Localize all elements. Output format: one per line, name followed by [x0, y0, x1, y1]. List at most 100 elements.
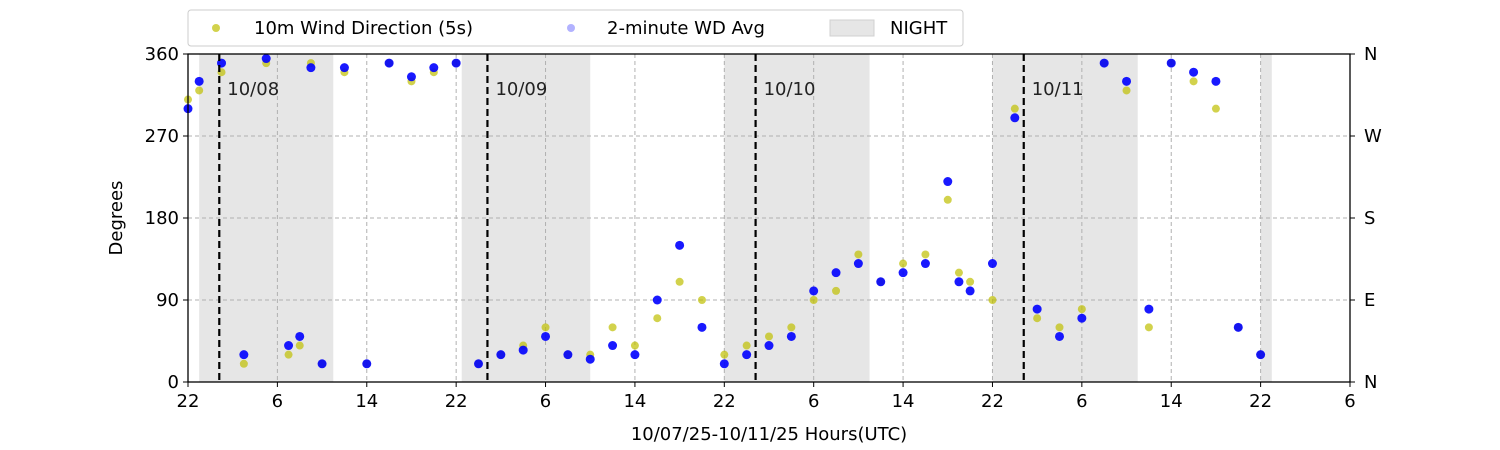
- legend-label-night: NIGHT: [890, 18, 948, 39]
- data-point: [474, 359, 483, 369]
- day-marker-label: 10/10: [764, 79, 816, 100]
- legend: 10m Wind Direction (5s) 2-minute WD Avg …: [187, 9, 964, 47]
- right-axis-ticks: N E S W N: [1350, 44, 1382, 393]
- data-point: [1077, 305, 1086, 314]
- data-point: [809, 286, 819, 296]
- data-point: [1189, 77, 1198, 86]
- x-tick-label: 22: [1249, 391, 1272, 412]
- x-tick-label: 14: [892, 391, 915, 412]
- y-tick-label: 90: [156, 290, 179, 311]
- y-axis-title: Degrees: [106, 181, 127, 256]
- data-point: [719, 359, 729, 369]
- data-point: [675, 277, 684, 286]
- data-point: [1033, 314, 1042, 323]
- x-axis-title: 10/07/25-10/11/25 Hours(UTC): [631, 424, 907, 445]
- legend-marker-avg: [567, 24, 575, 32]
- data-point: [496, 350, 506, 360]
- data-point: [1055, 323, 1064, 332]
- data-point: [787, 323, 796, 332]
- data-point: [1144, 304, 1154, 314]
- data-point: [1189, 67, 1199, 77]
- data-point: [585, 354, 595, 364]
- data-point: [832, 286, 841, 295]
- right-tick-label: N: [1364, 372, 1377, 393]
- data-point: [194, 76, 204, 86]
- data-point: [720, 350, 729, 359]
- data-point: [943, 195, 952, 204]
- data-point: [239, 350, 249, 360]
- data-point: [1122, 76, 1132, 86]
- x-tick-label: 6: [808, 391, 819, 412]
- data-point: [608, 323, 617, 332]
- right-tick-label: W: [1364, 126, 1382, 147]
- x-tick-label: 22: [713, 391, 736, 412]
- data-point: [1233, 322, 1243, 332]
- data-point: [1211, 104, 1220, 113]
- data-point: [563, 350, 573, 360]
- data-point: [1144, 323, 1153, 332]
- data-point: [406, 72, 416, 82]
- data-point: [1055, 331, 1064, 341]
- data-point: [652, 295, 662, 305]
- x-tick-label: 14: [355, 391, 378, 412]
- y-tick-label: 360: [145, 44, 179, 65]
- x-tick-label: 14: [1160, 391, 1183, 412]
- data-point: [954, 277, 964, 287]
- data-point: [384, 58, 394, 68]
- data-point: [541, 331, 551, 341]
- data-point: [261, 54, 271, 64]
- data-point: [965, 286, 975, 296]
- right-tick-label: E: [1364, 290, 1375, 311]
- data-point: [854, 250, 863, 259]
- data-point: [987, 259, 997, 269]
- data-point: [284, 341, 294, 351]
- legend-patch-night: [829, 19, 875, 37]
- y-tick-label: 0: [168, 372, 179, 393]
- data-point: [284, 350, 293, 359]
- data-point: [653, 314, 662, 323]
- data-point: [339, 63, 349, 73]
- data-point: [317, 359, 327, 369]
- legend-marker-wd: [212, 24, 220, 32]
- day-marker-label: 10/09: [495, 79, 547, 100]
- data-point: [541, 323, 550, 332]
- grid-lines: [188, 54, 1350, 382]
- data-point: [608, 341, 618, 351]
- y-tick-label: 180: [145, 208, 179, 229]
- right-tick-label: N: [1364, 44, 1377, 65]
- x-axis-ticks: 22 6 14 22 6 14 22 6 14 22 6 14 22 6: [177, 382, 1356, 412]
- data-point: [988, 296, 997, 304]
- x-tick-label: 6: [540, 391, 551, 412]
- legend-box: [187, 9, 964, 47]
- data-point: [920, 259, 930, 269]
- data-point: [1032, 304, 1042, 314]
- data-point: [876, 277, 886, 287]
- data-point: [518, 345, 528, 355]
- x-tick-label: 6: [272, 391, 283, 412]
- data-point: [362, 359, 372, 369]
- data-point: [899, 259, 908, 268]
- data-point: [765, 332, 773, 341]
- data-point: [1010, 104, 1019, 113]
- data-point: [1122, 86, 1131, 95]
- data-point: [1166, 58, 1176, 68]
- day-markers: 10/08 10/09 10/10 10/11: [218, 54, 1084, 382]
- data-point: [630, 341, 639, 350]
- data-point: [954, 268, 963, 277]
- x-tick-label: 22: [177, 391, 200, 412]
- x-tick-label: 22: [445, 391, 468, 412]
- x-tick-label: 6: [1344, 391, 1355, 412]
- data-point: [764, 341, 774, 351]
- data-point: [295, 341, 304, 350]
- data-point: [921, 250, 930, 259]
- data-point: [295, 331, 305, 341]
- data-point: [786, 331, 796, 341]
- data-point: [742, 350, 752, 360]
- day-marker-label: 10/11: [1032, 79, 1084, 100]
- data-point: [1010, 113, 1020, 123]
- data-point: [966, 277, 975, 286]
- data-point: [1211, 76, 1221, 86]
- day-marker-label: 10/08: [227, 79, 279, 100]
- legend-label-avg: 2-minute WD Avg: [607, 18, 765, 39]
